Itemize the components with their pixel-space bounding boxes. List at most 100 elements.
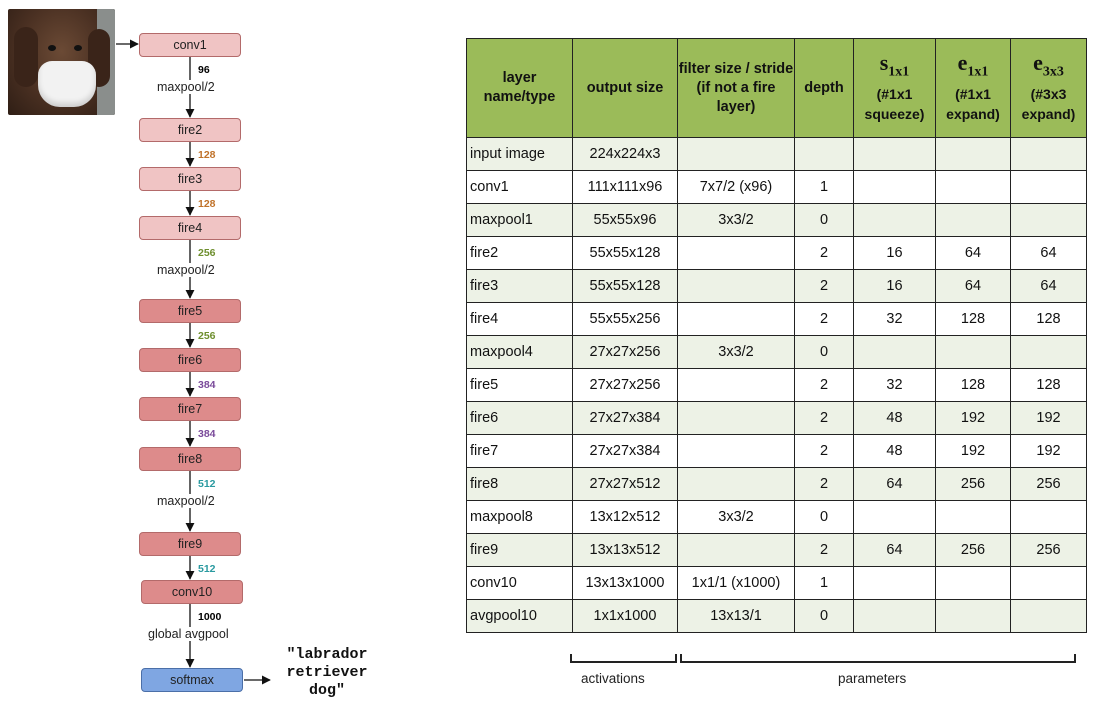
table-cell: maxpool1 (466, 203, 573, 237)
table-cell: input image (466, 137, 573, 171)
table-cell: 13x13x512 (572, 533, 678, 567)
node-fire5: fire5 (139, 299, 241, 323)
table-cell (1010, 599, 1087, 633)
table-cell: 0 (794, 599, 854, 633)
table-cell: 27x27x384 (572, 401, 678, 435)
table-cell: 0 (794, 335, 854, 369)
table-cell (1010, 203, 1087, 237)
table-cell: 224x224x3 (572, 137, 678, 171)
node-conv10: conv10 (141, 580, 243, 604)
table-cell (853, 170, 936, 204)
table-cell: 111x111x96 (572, 170, 678, 204)
header-layer: layer name/type (466, 38, 573, 138)
table-cell (1010, 335, 1087, 369)
table-cell: 55x55x128 (572, 269, 678, 303)
table-cell: 1 (794, 566, 854, 600)
table-cell (853, 500, 936, 534)
table-cell: avgpool10 (466, 599, 573, 633)
table-cell: 32 (853, 302, 936, 336)
table-cell: 64 (853, 533, 936, 567)
table-cell (853, 566, 936, 600)
architecture-table: layer name/type output size filter size … (466, 38, 1087, 633)
table-cell (677, 302, 795, 336)
table-cell (794, 137, 854, 171)
activations-bracket (570, 654, 677, 663)
header-s1x1: s1x1 (#1x1 squeeze) (853, 38, 936, 138)
table-row: fire3 55x55x128 2 16 64 64 (466, 269, 1087, 303)
table-cell: 1 (794, 170, 854, 204)
table-cell (935, 170, 1011, 204)
table-cell: 2 (794, 434, 854, 468)
channel-count: 1000 (198, 611, 222, 623)
table-cell: 256 (935, 467, 1011, 501)
table-cell: 13x13x1000 (572, 566, 678, 600)
table-row: fire2 55x55x128 2 16 64 64 (466, 236, 1087, 270)
table-cell: 64 (1010, 236, 1087, 270)
bracket-annotations (570, 654, 1076, 663)
parameters-label: parameters (838, 671, 907, 686)
table-cell: fire7 (466, 434, 573, 468)
channel-count: 128 (198, 198, 216, 210)
table-cell (853, 137, 936, 171)
table-cell: 27x27x256 (572, 335, 678, 369)
table-cell: 13x13/1 (677, 599, 795, 633)
table-cell: 0 (794, 203, 854, 237)
table-cell: fire6 (466, 401, 573, 435)
table-row: fire6 27x27x384 2 48 192 192 (466, 401, 1087, 435)
channel-count: 384 (198, 428, 216, 440)
header-output-size: output size (572, 38, 678, 138)
table-cell: 48 (853, 401, 936, 435)
header-depth: depth (794, 38, 854, 138)
table-cell (677, 467, 795, 501)
table-cell: 0 (794, 500, 854, 534)
table-cell: 55x55x96 (572, 203, 678, 237)
table-cell (935, 566, 1011, 600)
node-fire3: fire3 (139, 167, 241, 191)
node-fire4: fire4 (139, 216, 241, 240)
table-cell: 128 (1010, 302, 1087, 336)
table-row: input image 224x224x3 (466, 137, 1087, 171)
table-cell: 2 (794, 467, 854, 501)
table-cell: 2 (794, 302, 854, 336)
table-cell (1010, 170, 1087, 204)
table-cell: 192 (935, 401, 1011, 435)
table-row: fire9 13x13x512 2 64 256 256 (466, 533, 1087, 567)
table-cell: 64 (1010, 269, 1087, 303)
table-cell: 192 (935, 434, 1011, 468)
node-conv1: conv1 (139, 33, 241, 57)
table-cell (677, 533, 795, 567)
table-cell: 192 (1010, 401, 1087, 435)
table-cell: 3x3/2 (677, 335, 795, 369)
table-cell: 64 (853, 467, 936, 501)
table-cell: fire4 (466, 302, 573, 336)
table-cell: 2 (794, 236, 854, 270)
table-row: maxpool8 13x12x512 3x3/2 0 (466, 500, 1087, 534)
table-cell: 2 (794, 401, 854, 435)
channel-count: 512 (198, 478, 216, 490)
table-cell: 1x1x1000 (572, 599, 678, 633)
table-row: fire4 55x55x256 2 32 128 128 (466, 302, 1087, 336)
table-cell (853, 599, 936, 633)
channel-count: 128 (198, 149, 216, 161)
table-cell: 128 (1010, 368, 1087, 402)
node-fire6: fire6 (139, 348, 241, 372)
table-cell (677, 434, 795, 468)
channel-count: 512 (198, 563, 216, 575)
channel-count: 256 (198, 330, 216, 342)
table-cell: fire8 (466, 467, 573, 501)
table-cell: 16 (853, 236, 936, 270)
face-mask-icon (38, 61, 96, 107)
node-fire2: fire2 (139, 118, 241, 142)
table-cell: conv10 (466, 566, 573, 600)
table-row: fire7 27x27x384 2 48 192 192 (466, 434, 1087, 468)
table-cell (1010, 566, 1087, 600)
squeezenet-flow-diagram: conv1 fire2 fire3 fire4 fire5 fire6 fire… (0, 0, 440, 716)
table-cell: 64 (935, 269, 1011, 303)
prediction-label: "labrador retriever dog" (286, 646, 368, 699)
table-cell: 256 (1010, 533, 1087, 567)
table-cell (935, 500, 1011, 534)
header-e3x3: e3x3 (#3x3 expand) (1010, 38, 1087, 138)
table-cell (1010, 500, 1087, 534)
table-cell: 3x3/2 (677, 203, 795, 237)
channel-count: 256 (198, 247, 216, 259)
